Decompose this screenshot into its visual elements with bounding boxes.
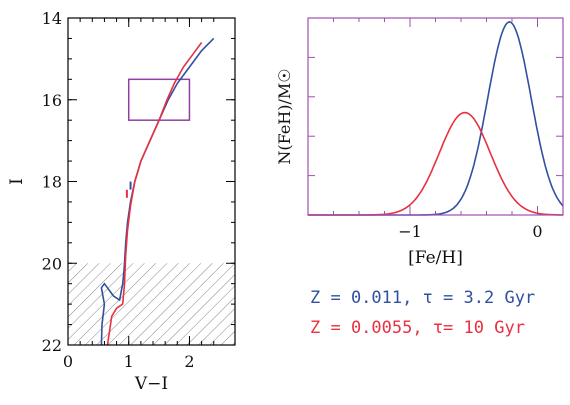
mdf-x-tick-label: 0 bbox=[532, 222, 542, 241]
legend-line-blue: Z = 0.011, τ = 3.2 Gyr bbox=[310, 288, 536, 308]
selection-box bbox=[127, 78, 191, 121]
y-tick-label: 14 bbox=[42, 9, 62, 28]
cmd-frame bbox=[67, 17, 236, 346]
y-tick-label: 20 bbox=[42, 254, 62, 273]
x-axis-label: V−I bbox=[134, 374, 168, 394]
y-tick-label: 16 bbox=[42, 91, 62, 110]
x-tick-label: 1 bbox=[124, 352, 134, 371]
x-tick-label: 2 bbox=[184, 352, 194, 371]
mdf-x-tick-label: −1 bbox=[398, 222, 422, 241]
mdf-curve-red bbox=[308, 111, 563, 216]
mdf-x-axis-label: [Fe/H] bbox=[408, 248, 463, 268]
y-axis-label: I bbox=[7, 178, 27, 185]
mdf-y-axis-label: N(FeH)/M☉ bbox=[275, 68, 294, 164]
legend-line-red: Z = 0.0055, τ= 10 Gyr bbox=[310, 318, 525, 338]
x-tick-label: 0 bbox=[63, 352, 73, 371]
mdf-panel: −1 0 [Fe/H] N(FeH)/M☉ bbox=[275, 17, 564, 268]
mdf-frame bbox=[307, 17, 564, 216]
isochrone-red bbox=[106, 42, 203, 346]
y-tick-label: 18 bbox=[42, 173, 62, 192]
hatched-region bbox=[68, 263, 235, 345]
mdf-curve-blue bbox=[308, 21, 564, 216]
y-tick-label: 22 bbox=[42, 336, 62, 355]
